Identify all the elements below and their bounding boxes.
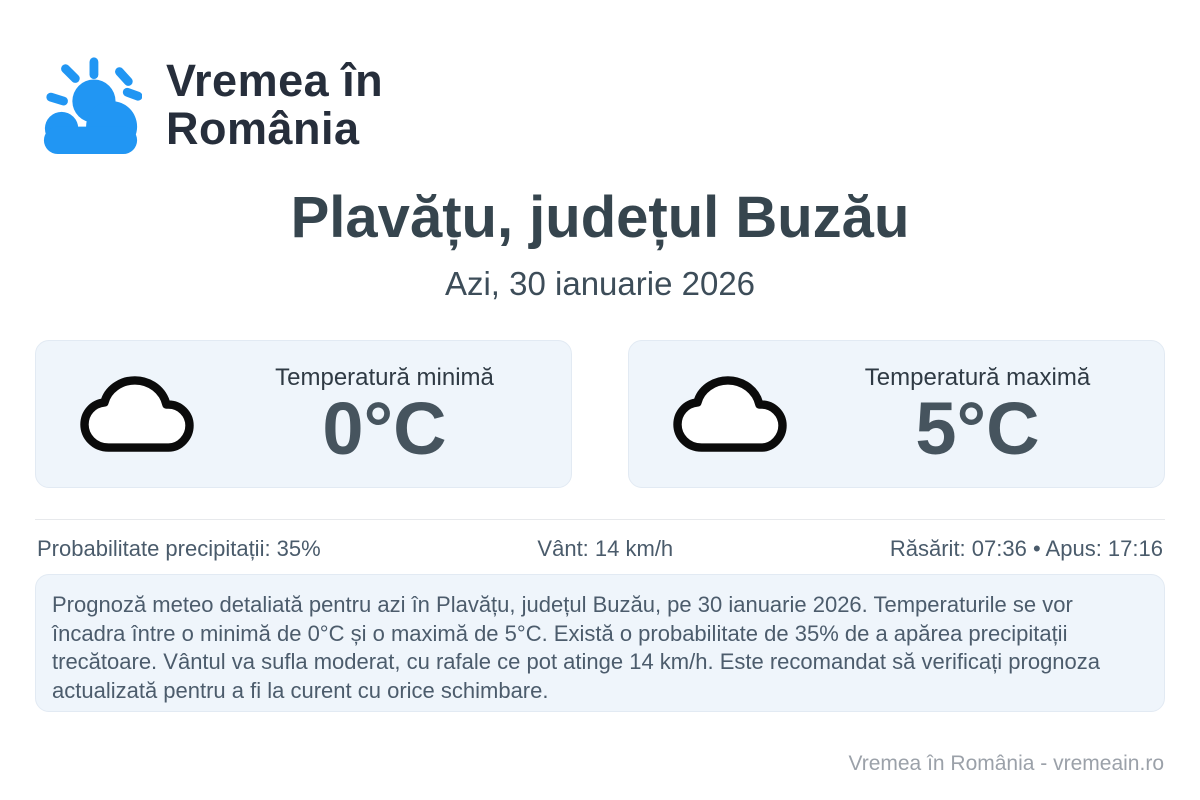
temp-max-label: Temperatură maximă: [864, 363, 1091, 391]
temp-card-max-text: Temperatură maximă 5°C: [791, 363, 1164, 470]
temp-min-label: Temperatură minimă: [275, 363, 494, 391]
temp-max-value: 5°C: [915, 386, 1040, 470]
sun-cloud-icon: [43, 57, 142, 155]
stats-divider: [35, 519, 1165, 520]
stats-row: Probabilitate precipitații: 35% Vânt: 14…: [35, 536, 1165, 562]
temperature-cards: Temperatură minimă 0°C Temperatură maxim…: [35, 340, 1165, 488]
page-subtitle: Azi, 30 ianuarie 2026: [444, 265, 756, 302]
footer-credit: Vremea în România - vremeain.ro: [848, 752, 1164, 775]
page-container: Vremea în România Plavățu, județul Buzău…: [35, 0, 1165, 776]
stat-sun-times: Răsărit: 07:36 • Apus: 17:16: [889, 536, 1163, 561]
temp-card-min-text: Temperatură minimă 0°C: [198, 363, 571, 470]
logo-text-line1: Vremea în: [166, 55, 384, 107]
forecast-box: Prognoză meteo detaliată pentru azi în P…: [35, 574, 1165, 712]
temp-min-value: 0°C: [322, 386, 447, 470]
temp-card-min: Temperatură minimă 0°C: [35, 340, 572, 488]
logo: Vremea în România: [35, 55, 1165, 155]
logo-text: Vremea în România: [166, 57, 383, 152]
stat-precipitation: Probabilitate precipitații: 35%: [37, 536, 321, 561]
logo-text-line2: România: [166, 103, 360, 154]
cloud-icon: [80, 376, 194, 452]
stat-wind: Vânt: 14 km/h: [537, 536, 674, 561]
forecast-text: Prognoză meteo detaliată pentru azi în P…: [52, 592, 1101, 703]
temp-card-max: Temperatură maximă 5°C: [628, 340, 1165, 488]
page-title: Plavățu, județul Buzău: [290, 185, 910, 250]
cloud-icon: [673, 376, 787, 452]
